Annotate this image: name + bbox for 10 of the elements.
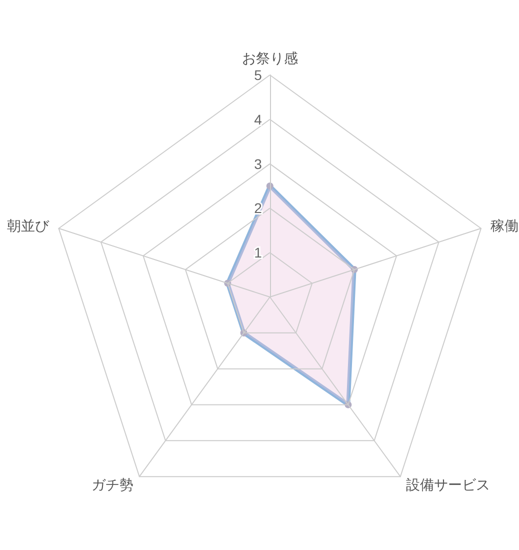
- spoke-label: 設備サービス: [406, 476, 490, 493]
- y-tick-label: 1: [254, 244, 262, 261]
- spoke-label: ガチ勢: [92, 476, 134, 493]
- y-tick-label: 3: [254, 156, 262, 172]
- y-tick-label: 5: [254, 67, 262, 83]
- y-tick-label: 2: [254, 200, 262, 216]
- y-tick-label: 4: [254, 111, 262, 128]
- spoke-label: お祭り感: [242, 50, 298, 66]
- spoke-label: 稼働: [490, 217, 519, 234]
- spoke-label: 朝並び: [7, 217, 50, 234]
